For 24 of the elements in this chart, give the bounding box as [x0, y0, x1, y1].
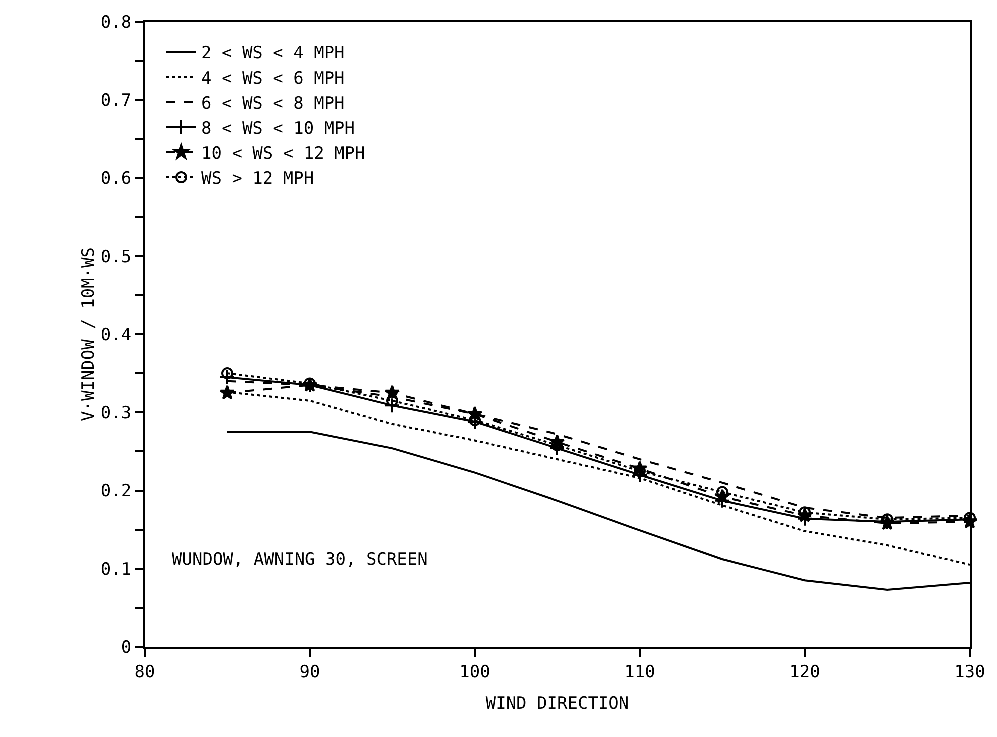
- y-tick-label: 0.7: [100, 91, 132, 112]
- x-tick-label: 100: [460, 662, 490, 682]
- x-tick-label: 120: [790, 662, 820, 682]
- x-axis-title: WIND DIRECTION: [486, 694, 630, 714]
- x-tick-label: 130: [954, 662, 986, 682]
- y-tick-label: 0.4: [100, 325, 132, 346]
- y-tick-label: 0: [121, 638, 132, 658]
- legend-label: 8 < WS < 10 MPH: [202, 118, 356, 139]
- x-tick-label: 110: [624, 662, 656, 682]
- y-tick-label: 0.2: [100, 482, 132, 502]
- x-tick-label: 90: [300, 662, 320, 682]
- y-axis-title: V·WINDOW / 10M·WS: [78, 248, 99, 422]
- x-tick-label: 80: [134, 662, 156, 682]
- y-tick-label: 0.8: [100, 12, 132, 33]
- legend-label: WS > 12 MPH: [202, 169, 314, 190]
- annotation: WUNDOW, AWNING 30, SCREEN: [172, 550, 428, 570]
- legend-label: 4 < WS < 6 MPH: [202, 68, 345, 89]
- y-tick-label: 0.5: [100, 247, 132, 268]
- y-tick-label: 0.6: [100, 169, 132, 190]
- y-tick-label: 0.3: [100, 404, 132, 424]
- legend-label: 6 < WS < 8 MPH: [202, 94, 345, 114]
- legend-label: 2 < WS < 4 MPH: [202, 44, 345, 64]
- y-tick-label: 0.1: [100, 560, 132, 580]
- legend-label: 10 < WS < 12 MPH: [202, 144, 366, 164]
